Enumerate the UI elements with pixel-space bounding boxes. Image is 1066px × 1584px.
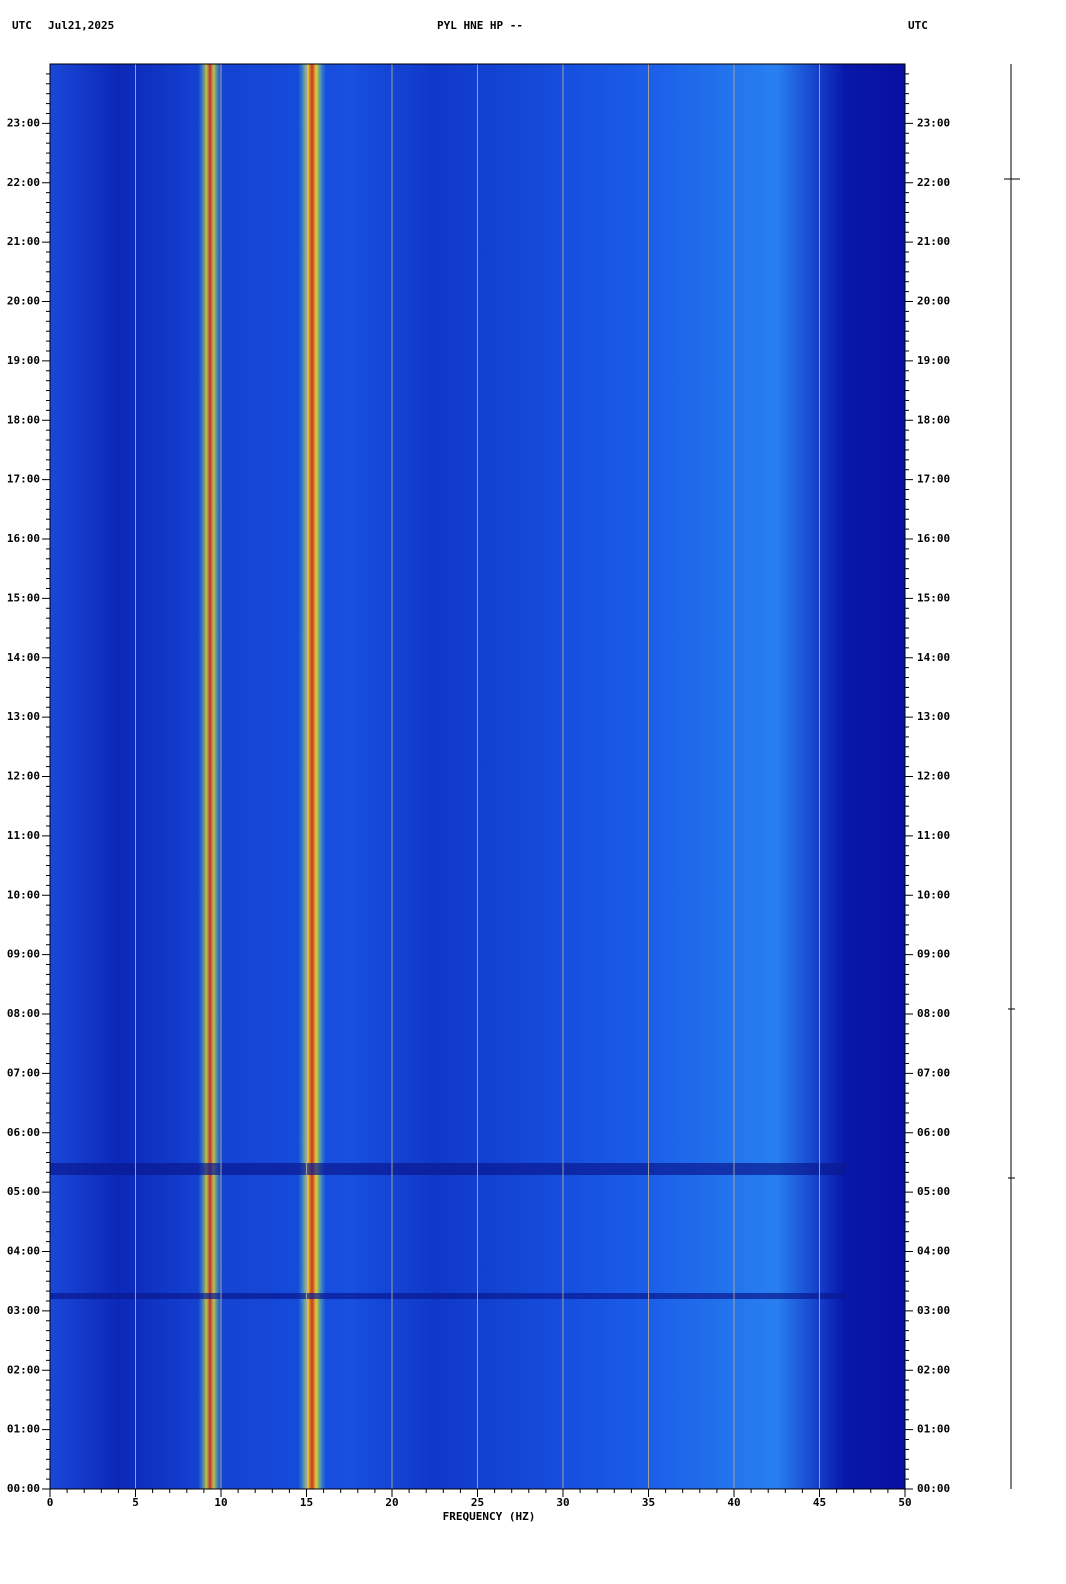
y-tick-label-left: 15:00 — [7, 591, 40, 604]
y-tick-label-right: 05:00 — [917, 1185, 950, 1198]
y-tick-label-left: 12:00 — [7, 770, 40, 783]
y-tick-label-left: 07:00 — [7, 1066, 40, 1079]
y-tick-label-right: 23:00 — [917, 116, 950, 129]
y-tick-label-right: 02:00 — [917, 1363, 950, 1376]
y-tick-label-left: 10:00 — [7, 888, 40, 901]
x-tick-label: 40 — [727, 1496, 740, 1509]
y-tick-label-right: 04:00 — [917, 1245, 950, 1258]
y-tick-label-left: 09:00 — [7, 948, 40, 961]
y-tick-label-right: 12:00 — [917, 770, 950, 783]
x-tick-label: 25 — [471, 1496, 484, 1509]
y-tick-label-right: 15:00 — [917, 591, 950, 604]
y-tick-label-left: 03:00 — [7, 1304, 40, 1317]
y-tick-label-left: 17:00 — [7, 473, 40, 486]
chart-title: PYL HNE HP -- — [437, 19, 523, 32]
x-tick-label: 45 — [813, 1496, 826, 1509]
y-tick-label-left: 14:00 — [7, 651, 40, 664]
y-tick-label-left: 00:00 — [7, 1482, 40, 1495]
y-tick-label-right: 19:00 — [917, 354, 950, 367]
y-tick-label-left: 01:00 — [7, 1423, 40, 1436]
y-tick-label-right: 10:00 — [917, 888, 950, 901]
y-tick-label-right: 06:00 — [917, 1126, 950, 1139]
x-tick-label: 0 — [47, 1496, 54, 1509]
y-tick-label-left: 23:00 — [7, 116, 40, 129]
y-tick-label-left: 11:00 — [7, 829, 40, 842]
y-tick-label-right: 07:00 — [917, 1066, 950, 1079]
y-tick-label-right: 21:00 — [917, 235, 950, 248]
y-tick-label-left: 19:00 — [7, 354, 40, 367]
dark-stripe — [50, 1163, 845, 1175]
y-tick-label-right: 20:00 — [917, 295, 950, 308]
spectral-band — [198, 64, 222, 1489]
spectral-band — [298, 64, 326, 1489]
y-tick-label-left: 06:00 — [7, 1126, 40, 1139]
x-tick-label: 50 — [898, 1496, 911, 1509]
y-tick-label-right: 17:00 — [917, 473, 950, 486]
y-tick-label-right: 03:00 — [917, 1304, 950, 1317]
y-tick-label-right: 13:00 — [917, 710, 950, 723]
y-tick-label-right: 08:00 — [917, 1007, 950, 1020]
y-tick-label-left: 22:00 — [7, 176, 40, 189]
y-tick-label-left: 18:00 — [7, 413, 40, 426]
y-tick-label-left: 16:00 — [7, 532, 40, 545]
y-tick-label-right: 00:00 — [917, 1482, 950, 1495]
timezone-left: UTC — [12, 19, 32, 32]
y-tick-label-right: 01:00 — [917, 1423, 950, 1436]
x-tick-label: 20 — [385, 1496, 398, 1509]
x-tick-label: 10 — [214, 1496, 227, 1509]
x-axis-label: FREQUENCY (HZ) — [443, 1510, 536, 1523]
y-tick-label-left: 20:00 — [7, 295, 40, 308]
x-tick-label: 5 — [132, 1496, 139, 1509]
y-tick-label-right: 14:00 — [917, 651, 950, 664]
y-tick-label-left: 08:00 — [7, 1007, 40, 1020]
y-tick-label-right: 16:00 — [917, 532, 950, 545]
y-tick-label-left: 21:00 — [7, 235, 40, 248]
y-tick-label-left: 05:00 — [7, 1185, 40, 1198]
dark-stripe — [50, 1293, 845, 1299]
x-tick-label: 35 — [642, 1496, 655, 1509]
y-tick-label-right: 09:00 — [917, 948, 950, 961]
x-tick-label: 15 — [300, 1496, 313, 1509]
y-tick-label-left: 02:00 — [7, 1363, 40, 1376]
date: Jul21,2025 — [48, 19, 114, 32]
y-tick-label-right: 11:00 — [917, 829, 950, 842]
y-tick-label-right: 22:00 — [917, 176, 950, 189]
y-tick-label-left: 04:00 — [7, 1245, 40, 1258]
x-tick-label: 30 — [556, 1496, 569, 1509]
y-tick-label-left: 13:00 — [7, 710, 40, 723]
timezone-right: UTC — [908, 19, 928, 32]
y-tick-label-right: 18:00 — [917, 413, 950, 426]
